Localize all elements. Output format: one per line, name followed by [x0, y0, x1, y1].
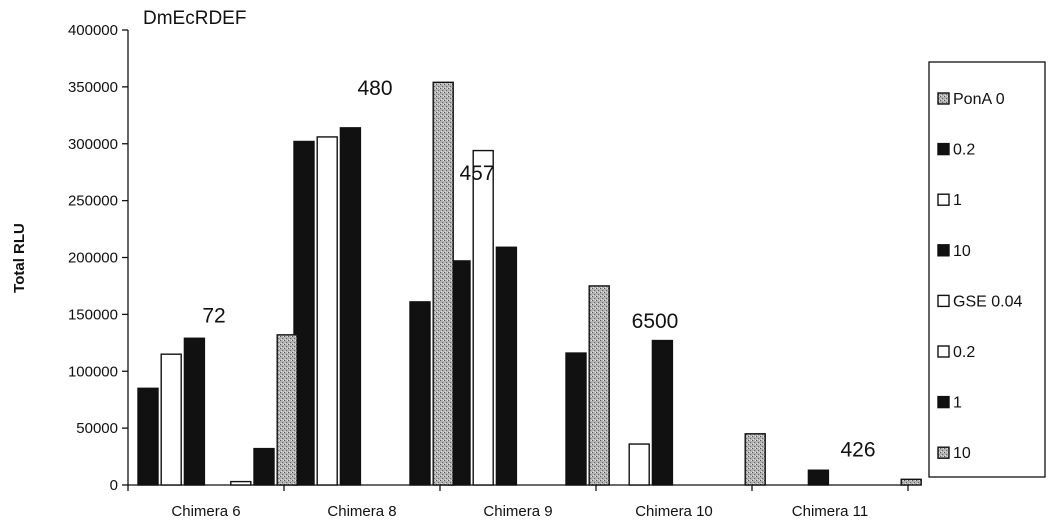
y-tick-label: 100000 [68, 363, 118, 380]
legend-swatch [937, 395, 950, 409]
legend: PonA 0 0.2 1 10 GSE 0.04 0.2 1 10 [928, 61, 1046, 478]
x-tick-label: Chimera 6 [171, 503, 240, 520]
y-tick-label: 200000 [68, 250, 118, 267]
bar [183, 337, 206, 486]
bar [230, 480, 252, 486]
bar [160, 353, 182, 486]
y-axis: 0 50000 100000 150000 200000 250000 300000 3500… [68, 22, 129, 494]
bar [565, 352, 587, 486]
bar [339, 127, 362, 486]
legend-label: GSE 0.04 [953, 293, 1022, 310]
annotations: 72 480 457 6500 426 [202, 77, 875, 462]
legend-swatch [937, 193, 950, 206]
y-tick-label: 300000 [68, 136, 118, 153]
bar [744, 433, 766, 486]
legend-swatch [937, 345, 950, 358]
bar [472, 149, 494, 486]
y-tick-label: 50000 [76, 420, 118, 437]
x-tick-label: Chimera 9 [483, 503, 552, 520]
bar [900, 478, 922, 486]
legend-swatch [937, 244, 950, 257]
legend-swatch [937, 446, 950, 459]
x-tick-label: Chimera 11 [792, 503, 868, 520]
bar [409, 301, 431, 486]
annotation-label: 426 [840, 439, 875, 462]
bar [807, 469, 830, 486]
bar [432, 81, 454, 486]
annotation-label: 457 [459, 162, 494, 185]
legend-label: 10 [953, 243, 971, 260]
legend-label: PonA 0 [953, 91, 1005, 108]
y-tick-label: 400000 [68, 22, 118, 39]
annotation-label: 480 [357, 77, 392, 100]
bar [253, 447, 275, 486]
bar [137, 387, 159, 486]
y-tick-label: 350000 [68, 79, 118, 96]
bar [316, 136, 338, 486]
bar [588, 285, 610, 486]
bar [293, 140, 315, 486]
legend-swatch [937, 294, 950, 308]
y-tick-label: 250000 [68, 193, 118, 210]
y-tick-label: 0 [110, 477, 118, 494]
annotation-label: 72 [202, 304, 225, 327]
chart-title: DmEcRDEF [143, 8, 246, 29]
legend-label: 1 [953, 395, 962, 412]
legend-label: 10 [953, 445, 971, 462]
y-axis-label: Total RLU [11, 223, 28, 293]
legend-box [928, 61, 1046, 478]
bars [137, 81, 922, 486]
legend-label: 1 [953, 192, 962, 209]
bar [628, 443, 650, 486]
x-tick-label: Chimera 10 [635, 503, 713, 520]
legend-label: 0.2 [953, 344, 975, 361]
bar [276, 334, 298, 486]
y-tick-label: 150000 [68, 306, 118, 323]
legend-swatch [937, 142, 950, 156]
annotation-label: 6500 [632, 310, 679, 333]
x-axis: Chimera 6 Chimera 8 Chimera 9 Chimera 10 Chi… [127, 484, 909, 520]
x-tick-label: Chimera 8 [327, 503, 396, 520]
legend-label: 0.2 [953, 142, 975, 159]
bar [495, 246, 518, 486]
bar [651, 339, 674, 486]
legend-swatch [937, 92, 950, 105]
